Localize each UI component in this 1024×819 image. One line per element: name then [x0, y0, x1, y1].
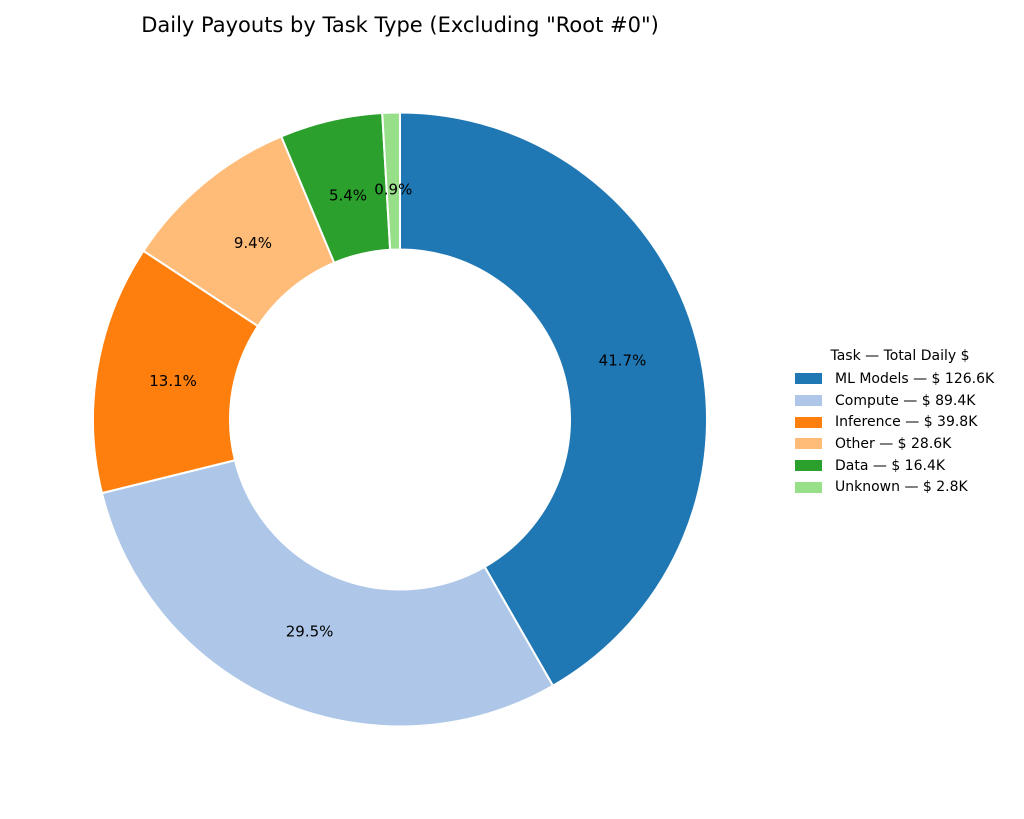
legend-item: Other — $ 28.6K [795, 433, 1005, 455]
legend-item: ML Models — $ 126.6K [795, 368, 1005, 390]
legend-item: Unknown — $ 2.8K [795, 476, 1005, 498]
percent-label-data: 5.4% [329, 187, 367, 205]
legend-color-swatch [795, 460, 822, 472]
legend-color-swatch [795, 395, 822, 407]
chart-title: Daily Payouts by Task Type (Excluding "R… [141, 13, 659, 37]
legend-item-label: Unknown — $ 2.8K [835, 479, 968, 496]
percent-label-unknown: 0.9% [374, 181, 412, 199]
percent-label-ml-models: 41.7% [599, 352, 647, 370]
legend-color-swatch [795, 373, 822, 385]
legend-item-label: Data — $ 16.4K [835, 457, 946, 474]
legend-item: Compute — $ 89.4K [795, 390, 1005, 412]
legend-item: Data — $ 16.4K [795, 455, 1005, 477]
legend-title: Task — Total Daily $ [830, 348, 970, 364]
percent-label-compute: 29.5% [286, 623, 334, 641]
pie-slice-ml-models [399, 111, 708, 687]
legend-item-label: Inference — $ 39.8K [835, 414, 978, 431]
legend-color-swatch [795, 481, 822, 493]
percent-label-inference: 13.1% [149, 372, 197, 390]
legend-items: ML Models — $ 126.6K Compute — $ 89.4K Inf… [795, 368, 1005, 498]
legend-item-label: Other — $ 28.6K [835, 435, 952, 452]
legend-item-label: ML Models — $ 126.6K [835, 370, 995, 387]
legend-color-swatch [795, 416, 822, 428]
pie-slice-compute [100, 459, 554, 728]
legend-item: Inference — $ 39.8K [795, 411, 1005, 433]
pie-slice-unknown [381, 111, 401, 251]
legend: Task — Total Daily $ ML Models — $ 126.6… [795, 346, 1005, 498]
legend-item-label: Compute — $ 89.4K [835, 392, 976, 409]
percent-label-other: 9.4% [234, 234, 272, 252]
pie-slice-inference [92, 249, 259, 495]
legend-color-swatch [795, 438, 822, 450]
